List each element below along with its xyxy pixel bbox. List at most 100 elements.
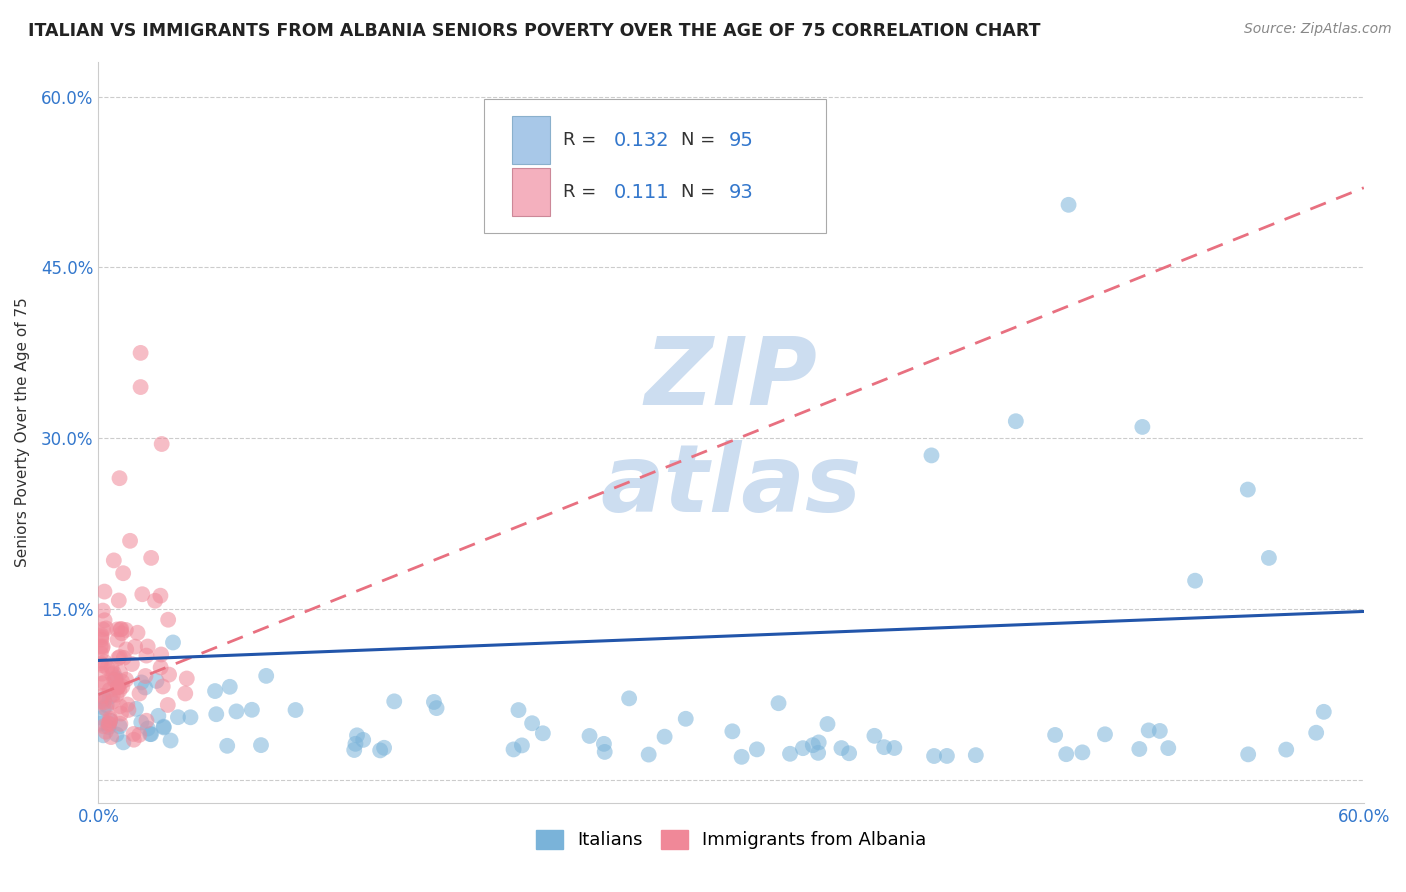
Point	[91, 728, 114, 742]
Point	[124, 640, 146, 654]
Point	[721, 724, 744, 739]
Point	[101, 688, 124, 702]
Point	[1057, 198, 1080, 212]
Point	[578, 729, 600, 743]
Point	[1237, 747, 1260, 762]
Point	[91, 604, 114, 618]
Point	[135, 714, 157, 728]
Point	[167, 710, 190, 724]
Point	[179, 710, 201, 724]
Point	[1128, 742, 1150, 756]
Point	[520, 716, 543, 731]
Point	[817, 717, 839, 731]
Point	[112, 735, 135, 749]
Point	[114, 623, 136, 637]
Point	[617, 691, 640, 706]
Point	[141, 550, 163, 565]
Point	[807, 735, 830, 749]
Text: N =: N =	[681, 131, 720, 149]
Point	[91, 640, 114, 654]
Text: 0.111: 0.111	[613, 183, 669, 202]
Point	[98, 712, 121, 726]
Point	[838, 746, 860, 760]
Point	[426, 701, 449, 715]
Point	[128, 686, 150, 700]
Point	[129, 715, 152, 730]
Text: 0.132: 0.132	[613, 130, 669, 150]
Point	[935, 748, 957, 763]
Point	[98, 682, 121, 697]
Point	[111, 674, 134, 689]
Point	[101, 695, 124, 709]
Point	[134, 669, 156, 683]
Point	[250, 738, 273, 752]
Point	[779, 747, 801, 761]
Point	[745, 742, 768, 756]
Point	[110, 706, 132, 721]
Point	[150, 437, 173, 451]
Point	[149, 589, 172, 603]
Point	[104, 671, 127, 685]
Point	[90, 628, 112, 642]
Point	[101, 667, 124, 681]
Point	[90, 695, 112, 709]
Point	[343, 743, 366, 757]
Point	[125, 702, 148, 716]
Point	[110, 623, 132, 637]
Text: R =: R =	[562, 183, 607, 202]
Point	[145, 673, 167, 688]
Point	[873, 740, 896, 755]
Point	[100, 730, 122, 744]
Point	[863, 729, 886, 743]
Text: ZIP
atlas: ZIP atlas	[600, 334, 862, 532]
Point	[98, 714, 121, 728]
Point	[128, 728, 150, 742]
Point	[91, 622, 114, 636]
Point	[108, 650, 131, 665]
Point	[675, 712, 697, 726]
Point	[105, 727, 128, 741]
Point	[502, 742, 524, 756]
Point	[105, 623, 128, 637]
Point	[94, 724, 117, 739]
Point	[93, 655, 115, 669]
Point	[382, 694, 405, 708]
Point	[176, 672, 198, 686]
Point	[152, 720, 174, 734]
Point	[218, 680, 240, 694]
Point	[510, 739, 533, 753]
Point	[830, 741, 852, 756]
Point	[107, 593, 129, 607]
Point	[136, 640, 159, 654]
Point	[98, 690, 121, 704]
Text: Source: ZipAtlas.com: Source: ZipAtlas.com	[1244, 22, 1392, 37]
Point	[117, 698, 139, 712]
Point	[654, 730, 676, 744]
Point	[157, 667, 180, 681]
Point	[1157, 741, 1180, 756]
Point	[107, 632, 129, 647]
Point	[93, 675, 115, 690]
Point	[254, 669, 277, 683]
Point	[205, 707, 228, 722]
Point	[117, 703, 139, 717]
Point	[152, 721, 174, 735]
Point	[373, 740, 395, 755]
Point	[90, 658, 112, 673]
Point	[115, 642, 138, 657]
Point	[284, 703, 307, 717]
Point	[157, 613, 180, 627]
Point	[90, 647, 112, 661]
Point	[131, 675, 153, 690]
Point	[94, 621, 117, 635]
Point	[174, 686, 197, 700]
Point	[1313, 705, 1336, 719]
Point	[593, 737, 616, 751]
Point	[108, 683, 131, 698]
Point	[108, 471, 131, 485]
Point	[225, 705, 247, 719]
Point	[120, 533, 141, 548]
Point	[110, 716, 132, 731]
Point	[103, 665, 125, 680]
Point	[1305, 725, 1327, 739]
